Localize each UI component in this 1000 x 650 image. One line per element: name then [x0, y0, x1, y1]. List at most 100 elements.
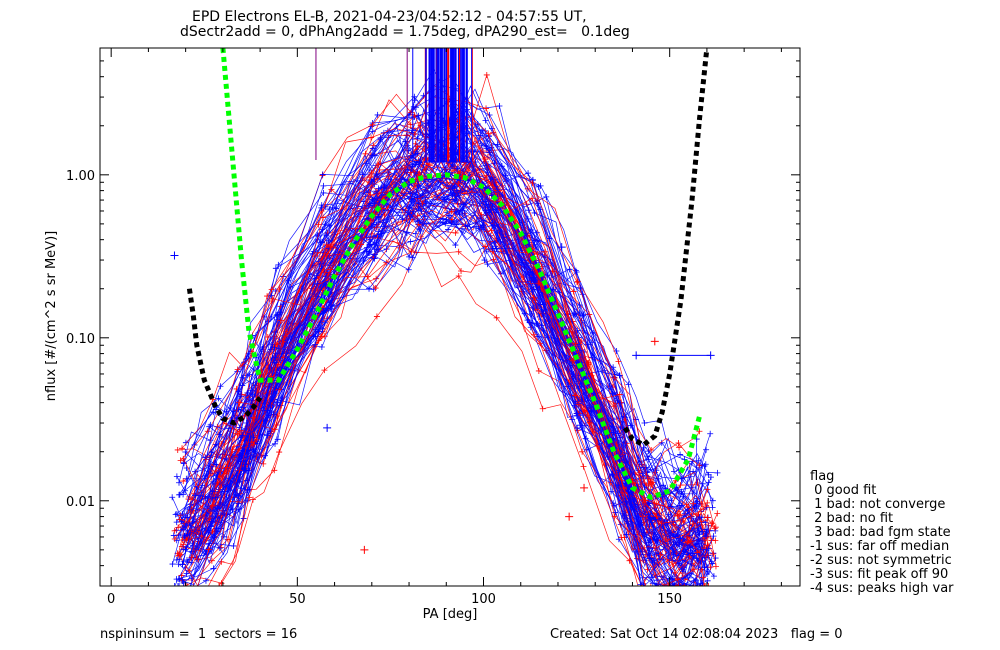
trace-point: [678, 583, 685, 586]
x-tick-label: 150: [657, 592, 682, 607]
trace-point: [313, 272, 320, 279]
trace-point: [412, 161, 419, 168]
trace-point: [414, 135, 421, 142]
trace-point: [204, 428, 211, 435]
scatter-point: [557, 243, 566, 252]
trace-point: [672, 569, 679, 576]
y-tick-label: 0.10: [66, 332, 95, 347]
trace-point: [455, 248, 462, 255]
trace-point: [452, 229, 459, 236]
scatter-point: [565, 512, 574, 521]
trace-point: [579, 448, 586, 455]
trace-point: [641, 583, 648, 586]
trace-point: [169, 561, 176, 568]
trace-point: [415, 200, 422, 207]
trace-point: [223, 470, 230, 477]
trace-point: [704, 577, 711, 584]
trace-point: [264, 407, 271, 414]
trace-point: [609, 472, 616, 479]
trace-point: [190, 583, 197, 586]
trace-point: [684, 539, 691, 546]
trace-point: [539, 405, 546, 412]
trace-point: [569, 362, 576, 369]
trace-point: [246, 494, 253, 501]
trace-point: [441, 196, 448, 203]
trace-point: [246, 371, 253, 378]
trace-point: [321, 367, 328, 374]
trace-line: [182, 201, 698, 586]
trace-point: [368, 223, 375, 230]
scatter-point: [323, 423, 332, 432]
trace-point: [609, 471, 616, 478]
trace-point: [535, 183, 542, 190]
trace-point: [681, 583, 688, 586]
trace-point: [405, 266, 412, 273]
trace-point: [576, 302, 583, 309]
trace-point: [649, 580, 656, 586]
trace-point: [651, 516, 658, 523]
fit-curve: [220, 48, 702, 501]
trace-point: [705, 471, 712, 478]
trace-point: [371, 200, 378, 207]
trace-point: [445, 226, 452, 233]
trace-point: [315, 258, 322, 265]
trace-point: [268, 286, 275, 293]
trace-point: [485, 130, 492, 137]
trace-point: [403, 229, 410, 236]
trace-point: [677, 451, 684, 458]
trace-point: [205, 540, 212, 547]
trace-point: [674, 487, 681, 494]
trace-point: [678, 562, 685, 569]
trace-point: [538, 322, 545, 329]
trace-point: [174, 583, 181, 586]
legend-item: -2 sus: not symmetric: [810, 553, 952, 568]
trace-point: [703, 446, 710, 453]
trace-point: [616, 372, 623, 379]
trace-point: [679, 502, 686, 509]
trace-point: [652, 465, 659, 472]
trace-point: [173, 519, 180, 526]
trace-point: [235, 399, 242, 406]
trace-point: [494, 186, 501, 193]
trace-point: [208, 518, 215, 525]
trace-point: [617, 424, 624, 431]
trace-point: [318, 343, 325, 350]
trace-point: [262, 452, 269, 459]
trace-point: [673, 540, 680, 547]
trace-point: [695, 537, 702, 544]
trace-point: [184, 531, 191, 538]
trace-point: [695, 457, 702, 464]
trace-point: [272, 440, 279, 447]
trace-point: [524, 317, 531, 324]
trace-point: [238, 485, 245, 492]
trace-point: [176, 552, 183, 559]
trace-point: [202, 577, 209, 584]
trace-point: [535, 367, 542, 374]
trace-point: [668, 583, 675, 586]
trace-point: [616, 391, 623, 398]
x-tick-label: 100: [471, 592, 496, 607]
trace-point: [483, 145, 490, 152]
trace-point: [212, 494, 219, 501]
trace-point: [369, 128, 376, 135]
trace-point: [205, 546, 212, 553]
trace-point: [707, 564, 714, 571]
trace-point: [172, 511, 179, 518]
trace-point: [371, 251, 378, 258]
trace-point: [183, 570, 190, 577]
trace-point: [570, 357, 577, 364]
trace-point: [648, 574, 655, 581]
trace-point: [649, 559, 656, 566]
trace-point: [696, 428, 703, 435]
trace-point: [694, 549, 701, 556]
trace-point: [679, 568, 686, 575]
trace-point: [327, 243, 334, 250]
trace-point: [675, 576, 682, 583]
trace-point: [182, 439, 189, 446]
trace-point: [710, 573, 717, 580]
trace-point: [248, 391, 255, 398]
trace-point: [212, 441, 219, 448]
trace-point: [699, 538, 706, 545]
trace-point: [415, 112, 422, 119]
trace-point: [696, 514, 703, 521]
